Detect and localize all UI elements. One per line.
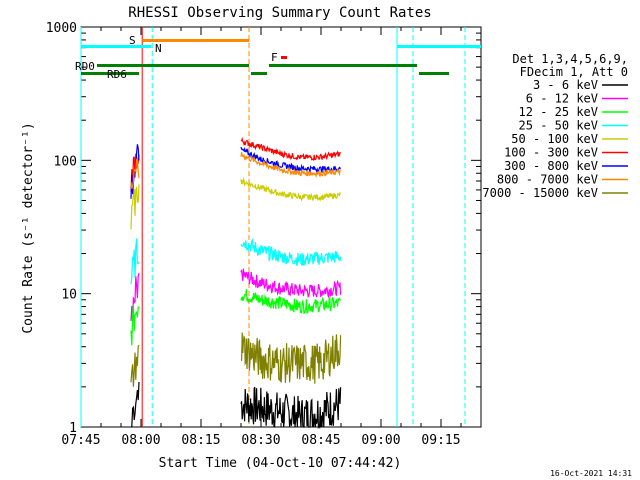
y-tick-label: 1 [69,421,77,436]
rd0-flag-bar-2 [251,72,267,75]
f-flag-bar [281,56,287,59]
rd0-flag-label: RD0 [75,60,95,73]
n-flag-bar [81,45,151,48]
rd0-flag-bar-4 [419,72,449,75]
legend-entry: 50 - 100 keV [511,132,598,146]
series-line [240,332,342,384]
legend-entry: 100 - 300 keV [504,146,598,160]
y-tick-label: 100 [54,154,77,169]
series-line-early [130,184,140,230]
x-axis-label: Start Time (04-Oct-10 07:44:42) [159,456,402,471]
series-line [240,136,342,162]
series-line-early [130,381,140,428]
s-flag-label: S [129,34,136,47]
legend-entry: 25 - 50 keV [519,119,598,133]
series-line-early [130,238,140,284]
rd0-flag-bar [97,64,249,67]
legend-entry: 3 - 6 keV [533,78,598,92]
rd0-flag-bar-3 [269,64,417,67]
series-line [240,152,342,179]
series-line [240,146,342,174]
series-line-early [130,156,140,189]
series-line-early [130,344,140,387]
x-tick-label: 08:30 [241,433,280,448]
legend-entry: 7000 - 15000 keV [482,186,598,200]
n-flag-label: N [155,42,162,55]
legend-entry: 800 - 7000 keV [497,173,598,187]
x-tick-label: 08:15 [181,433,220,448]
rd6-flag-bar [81,72,139,75]
series-line [240,177,342,203]
y-axis-label: Count Rate (s⁻¹ detector⁻¹) [21,122,36,333]
legend-entry: 300 - 800 keV [504,159,598,173]
rd6-flag-label: RD6 [107,68,127,81]
x-tick-label: 07:45 [61,433,100,448]
footer-date: 16-Oct-2021 14:31 [550,469,632,478]
x-tick-label: 09:00 [361,433,400,448]
s-flag-bar [142,39,249,42]
chart-title: RHESSI Observing Summary Count Rates [128,5,431,21]
series-line [240,289,342,315]
legend-entry: 12 - 25 keV [519,105,598,119]
series-line [240,268,342,299]
x-tick-label: 08:45 [301,433,340,448]
x-tick-label: 09:15 [421,433,460,448]
f-flag-label: F [271,51,278,64]
series-line-early [130,304,140,346]
y-tick-label: 1000 [46,21,77,36]
x-tick-label: 08:00 [121,433,160,448]
legend-header: FDecim 1, Att 0 [520,65,628,79]
legend-entry: 6 - 12 keV [526,92,598,106]
series-line [240,386,342,430]
series-line [240,237,342,267]
legend-header: Det 1,3,4,5,6,9, [512,52,628,66]
n-flag-bar-2 [397,45,481,48]
y-tick-label: 10 [61,288,77,303]
